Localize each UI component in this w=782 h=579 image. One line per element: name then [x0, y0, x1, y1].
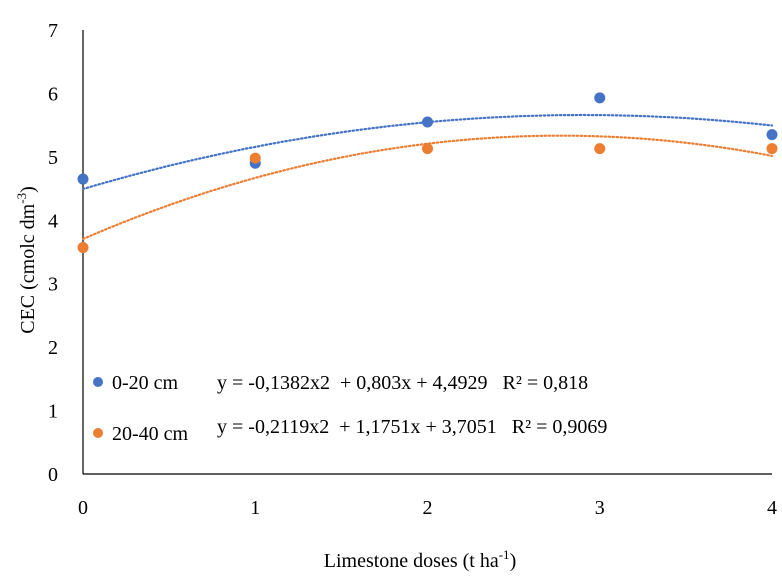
y-axis-title: CEC (cmolc dm-3): [14, 186, 39, 334]
x-tick-label: 4: [767, 497, 777, 519]
legend-marker-20-40cm: [93, 428, 103, 438]
data-point: [249, 152, 261, 164]
y-tick-label: 5: [48, 147, 58, 169]
data-point: [77, 242, 89, 254]
x-axis-ticks: 0 1 2 3 4: [78, 497, 777, 519]
y-tick-label: 7: [48, 20, 58, 42]
data-points: [77, 92, 778, 254]
x-tick-label: 0: [78, 497, 88, 519]
y-tick-label: 6: [48, 83, 58, 105]
y-tick-label: 2: [48, 337, 58, 359]
legend-item-20-40cm: 20-40 cm y = -0,2119x2 + 1,1751x + 3,705…: [93, 416, 607, 445]
data-point: [77, 173, 89, 185]
y-tick-label: 4: [48, 210, 58, 232]
legend-label-20-40cm: 20-40 cm: [112, 423, 189, 445]
legend-label-0-20cm: 0-20 cm: [112, 372, 179, 394]
y-axis-ticks: 0 1 2 3 4 5 6 7: [48, 20, 58, 486]
legend-marker-0-20cm: [93, 377, 103, 387]
data-point: [422, 116, 433, 128]
x-tick-label: 2: [423, 497, 433, 519]
legend: 0-20 cm y = -0,1382x2 + 0,803x + 4,4929 …: [93, 372, 607, 445]
legend-item-0-20cm: 0-20 cm y = -0,1382x2 + 0,803x + 4,4929 …: [93, 372, 588, 394]
equation-20-40cm: y = -0,2119x2 + 1,1751x + 3,7051 R² = 0,…: [217, 416, 607, 438]
x-tick-label: 1: [250, 497, 260, 519]
data-point: [594, 143, 606, 155]
data-point: [422, 143, 433, 155]
x-axis-title: Limestone doses (t ha-1): [324, 547, 516, 572]
trendline-series-1: [81, 134, 774, 241]
trendlines: [81, 113, 774, 241]
data-point: [766, 129, 778, 141]
data-point: [766, 143, 778, 155]
equation-0-20cm: y = -0,1382x2 + 0,803x + 4,4929 R² = 0,8…: [217, 372, 588, 394]
data-point: [594, 92, 606, 104]
y-tick-label: 3: [48, 274, 58, 296]
y-tick-label: 0: [48, 464, 58, 486]
y-tick-label: 1: [48, 401, 58, 423]
x-tick-label: 3: [595, 497, 605, 519]
